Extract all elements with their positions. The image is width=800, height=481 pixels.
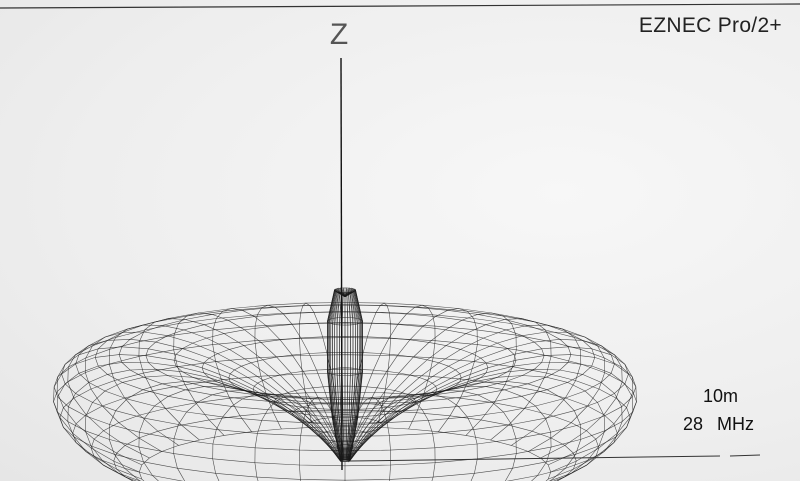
radiation-pattern-wireframe	[54, 288, 637, 481]
azimuth-meridian	[345, 290, 637, 472]
azimuth-meridian	[109, 289, 345, 460]
frequency-unit: MHz	[717, 414, 754, 434]
x-axis-line	[350, 456, 720, 461]
frequency-label: 28 MHz	[683, 414, 754, 435]
azimuth-meridian	[345, 291, 633, 480]
azimuth-meridian	[57, 291, 345, 480]
z-axis-line	[341, 58, 342, 470]
azimuth-meridian	[345, 288, 516, 460]
z-axis-label: Z	[330, 18, 348, 51]
band-label: 10m	[703, 386, 738, 407]
azimuth-meridian	[54, 290, 346, 472]
x-axis-tail	[730, 455, 760, 456]
azimuth-meridian	[345, 291, 605, 481]
frequency-value: 28	[683, 414, 703, 434]
azimuth-meridian	[174, 288, 345, 460]
azimuth-meridian	[345, 289, 581, 460]
azimuth-meridian	[85, 291, 345, 481]
